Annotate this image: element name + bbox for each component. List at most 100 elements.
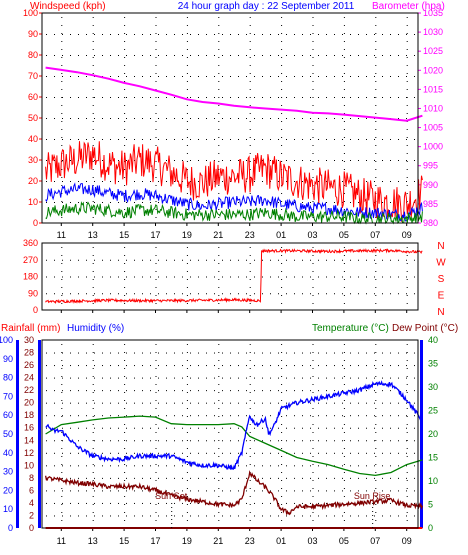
grid-dot: [414, 402, 415, 404]
grid-dot: [334, 427, 335, 429]
grid-dot: [124, 344, 126, 345]
grid-dot: [312, 408, 314, 409]
grid-dot: [124, 73, 126, 74]
grid-dot: [155, 73, 157, 74]
grid-dot: [230, 76, 231, 77]
grid-dot: [406, 456, 408, 457]
grid-dot: [218, 408, 220, 409]
grid-dot: [294, 440, 295, 442]
grid-dot: [281, 73, 283, 74]
grid-dot: [281, 105, 283, 106]
grid-dot: [70, 352, 71, 354]
grid-dot: [358, 365, 359, 367]
grid-dot: [166, 390, 167, 392]
grid-dot: [326, 118, 327, 119]
grid-dot: [182, 55, 183, 56]
grid-dot: [374, 365, 375, 367]
grid-dot: [110, 502, 111, 504]
grid-dot: [246, 377, 247, 379]
sun-marker-dot: [372, 507, 374, 508]
grid-dot: [92, 217, 94, 218]
grid-dot: [262, 490, 263, 492]
grid-dot: [222, 415, 223, 417]
grid-dot: [343, 25, 345, 26]
grid-dot: [366, 160, 367, 161]
grid-dot: [262, 465, 263, 467]
grid-dot: [218, 105, 220, 106]
grid-dot: [302, 276, 303, 278]
grid-dot: [281, 41, 283, 42]
grid-dot: [375, 432, 377, 433]
grid-dot: [110, 515, 111, 517]
grid-dot: [312, 57, 314, 58]
grid-dot: [390, 452, 391, 454]
grid-dot: [218, 287, 220, 288]
grid-dot: [218, 352, 220, 353]
grid-dot: [62, 34, 63, 35]
grid-dot: [78, 276, 79, 278]
x-tick-label: 17: [150, 536, 160, 546]
grid-dot: [61, 145, 63, 146]
grid-dot: [124, 145, 126, 146]
grid-dot: [46, 202, 47, 203]
grid-dot: [390, 34, 391, 35]
grid-dot: [206, 390, 207, 392]
grid-dot: [78, 477, 79, 479]
grid-dot: [155, 352, 157, 353]
grid-dot: [70, 97, 71, 98]
grid-dot: [186, 65, 188, 66]
grid-dot: [294, 181, 295, 182]
grid-dot: [278, 352, 279, 354]
grid-dot: [102, 352, 103, 354]
grid-dot: [358, 477, 359, 479]
grid-dot: [124, 440, 126, 441]
grid-dot: [150, 390, 151, 392]
grid-dot: [358, 402, 359, 404]
grid-dot: [124, 121, 126, 122]
direction-letter: E: [438, 291, 445, 302]
direction-tick-label: 270: [23, 255, 38, 265]
windspeed-tick-label: 0: [33, 218, 38, 228]
grid-dot: [174, 490, 175, 492]
grid-dot: [281, 303, 283, 304]
grid-dot: [302, 502, 303, 504]
grid-dot: [343, 161, 345, 162]
grid-dot: [155, 89, 157, 90]
grid-dot: [294, 259, 295, 261]
grid-dot: [254, 97, 255, 98]
grid-dot: [254, 139, 255, 140]
grid-dot: [118, 34, 119, 35]
grid-dot: [238, 139, 239, 140]
grid-dot: [62, 377, 63, 379]
grid-dot: [343, 360, 345, 361]
grid-dot: [166, 440, 167, 442]
grid-dot: [92, 440, 94, 441]
grid-dot: [286, 502, 287, 504]
grid-dot: [406, 427, 407, 429]
grid-dot: [312, 263, 314, 264]
grid-dot: [343, 89, 345, 90]
grid-dot: [254, 477, 255, 479]
grid-dot: [358, 160, 359, 161]
grid-dot: [262, 427, 263, 429]
grid-dot: [70, 502, 71, 504]
grid-dot: [158, 415, 159, 417]
grid-dot: [406, 201, 408, 202]
grid-dot: [334, 76, 335, 77]
grid-dot: [166, 34, 167, 35]
grid-dot: [92, 384, 94, 385]
grid-dot: [102, 202, 103, 203]
grid-dot: [406, 440, 407, 442]
grid-dot: [318, 402, 319, 404]
grid-dot: [350, 427, 351, 429]
grid-dot: [254, 415, 255, 417]
grid-dot: [174, 139, 175, 140]
grid-dot: [166, 452, 167, 454]
grid-dot: [174, 34, 175, 35]
grid-dot: [94, 515, 95, 517]
grid-dot: [278, 259, 279, 261]
grid-dot: [155, 105, 157, 106]
grid-dot: [358, 415, 359, 417]
grid-dot: [375, 177, 377, 178]
grid-dot: [302, 390, 303, 392]
